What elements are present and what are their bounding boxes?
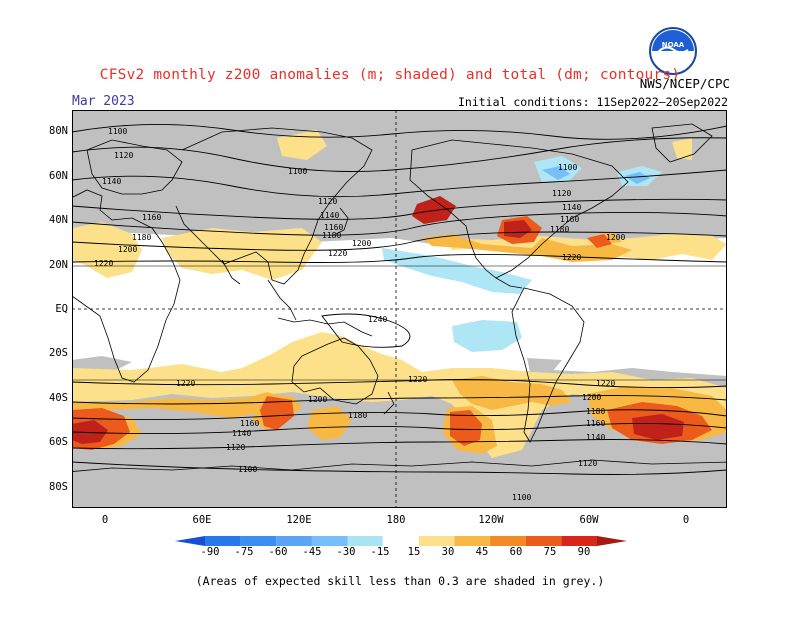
contour-label: 1200	[118, 245, 137, 254]
contour-label: 1100	[108, 127, 127, 136]
lat-label: 40S	[49, 392, 68, 404]
colorbar-cell	[490, 536, 526, 546]
colorbar-cell	[561, 536, 597, 546]
contour-label: 1200	[582, 393, 601, 402]
contour-label: 1200	[352, 239, 371, 248]
contour-label: 1220	[94, 259, 113, 268]
contour-label: 1140	[320, 211, 339, 220]
colorbar-cell	[175, 536, 205, 546]
contour-label: 1160	[142, 213, 161, 222]
lon-label: 60W	[579, 514, 599, 526]
colorbar-cell	[205, 536, 241, 546]
contour-label: 1140	[586, 433, 605, 442]
contour-label: 1100	[238, 465, 257, 474]
contour-label: 1160	[560, 215, 579, 224]
contour-label: 1120	[226, 443, 245, 452]
contour-label: 1140	[102, 177, 121, 186]
map-panel: 1100 1120 1140 1160 1180 1200 1220 1100 …	[72, 110, 727, 508]
colorbar-cell	[311, 536, 348, 546]
lat-label: 20N	[49, 259, 68, 271]
map-title: CFSv2 monthly z200 anomalies (m; shaded)…	[99, 67, 681, 83]
contour-label: 1100	[558, 163, 577, 172]
lat-label: 80S	[49, 481, 68, 493]
colorbar-label: 60	[509, 546, 523, 558]
contour-label: 1220	[176, 379, 195, 388]
agency-label: NWS/NCEP/CPC	[639, 76, 730, 91]
lon-label: 0	[682, 514, 690, 526]
positive-anomaly-max	[72, 196, 684, 444]
map-frame	[72, 110, 727, 508]
contour-label: 1220	[328, 249, 347, 258]
colorbar-label: -60	[268, 546, 288, 558]
contour-label: 1160	[240, 419, 259, 428]
colorbar-cell	[382, 535, 420, 547]
colorbar-cell	[276, 536, 312, 546]
colorbar-cell	[525, 536, 562, 546]
colorbar-cell	[418, 536, 455, 546]
contour-label: 1240	[368, 315, 387, 324]
contour-label: 1220	[408, 375, 427, 384]
colorbar-label: 90	[577, 546, 591, 558]
lon-label: 180	[386, 514, 406, 526]
contour-label: 1160	[586, 419, 605, 428]
contour-label: 1180	[348, 411, 367, 420]
negative-anomaly-light	[382, 156, 662, 352]
contour-label: 1140	[232, 429, 251, 438]
lat-label: 80N	[49, 125, 68, 137]
colorbar-cell	[597, 536, 627, 546]
colorbar-label: 15	[407, 546, 421, 558]
contour-label: 1180	[550, 225, 569, 234]
lat-label: EQ	[55, 303, 68, 315]
contour-label: 1120	[552, 189, 571, 198]
colorbar-label: -45	[302, 546, 322, 558]
contour-label: 1220	[562, 253, 581, 262]
contour-label: 1200	[606, 233, 625, 242]
negative-anomaly-mid	[542, 166, 650, 184]
height-contours	[72, 124, 727, 475]
colorbar-label: -15	[370, 546, 390, 558]
contour-label: 1180	[132, 233, 151, 242]
contour-label: 1100	[512, 493, 531, 502]
colorbar-label: 75	[543, 546, 557, 558]
contour-label: 1200	[308, 395, 327, 404]
lon-label: 120W	[478, 514, 504, 526]
contour-label: 1180	[322, 231, 341, 240]
colorbar-cell	[347, 536, 384, 546]
contour-label: 1120	[578, 459, 597, 468]
colorbar-label: 30	[441, 546, 455, 558]
initial-conditions: Initial conditions: 11Sep2022–20Sep2022	[457, 95, 728, 109]
contour-label: 1120	[114, 151, 133, 160]
lon-label: 0	[101, 514, 109, 526]
colorbar-label: -90	[200, 546, 220, 558]
contour-label: 1220	[596, 379, 615, 388]
skill-footnote: (Areas of expected skill less than 0.3 a…	[195, 574, 605, 588]
logo-text: NOAA	[662, 41, 685, 49]
contour-label: 1120	[318, 197, 337, 206]
contour-label: 1160	[324, 223, 343, 232]
lon-label: 120E	[286, 514, 312, 526]
lat-label: 60N	[49, 170, 68, 182]
lat-label: 20S	[49, 347, 68, 359]
colorbar-cell	[240, 536, 277, 546]
coastlines	[72, 123, 727, 472]
colorbar-label: 45	[475, 546, 489, 558]
colorbar-label: -30	[336, 546, 356, 558]
lat-label: 40N	[49, 214, 68, 226]
contour-label: 1180	[586, 407, 605, 416]
colorbar-cell	[454, 536, 491, 546]
lat-label: 60S	[49, 436, 68, 448]
contour-label: 1140	[562, 203, 581, 212]
colorbar	[175, 535, 627, 547]
colorbar-label: -75	[234, 546, 254, 558]
noaa-logo: NOAA	[648, 26, 698, 76]
target-month: Mar 2023	[72, 94, 135, 109]
contour-label: 1100	[288, 167, 307, 176]
lon-label: 60E	[192, 514, 212, 526]
